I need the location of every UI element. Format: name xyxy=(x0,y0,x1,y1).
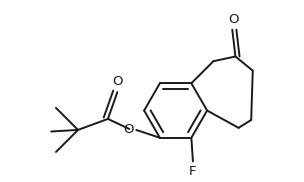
Text: O: O xyxy=(228,13,239,26)
Text: F: F xyxy=(189,165,197,178)
Text: O: O xyxy=(113,75,123,88)
Text: O: O xyxy=(123,123,134,136)
